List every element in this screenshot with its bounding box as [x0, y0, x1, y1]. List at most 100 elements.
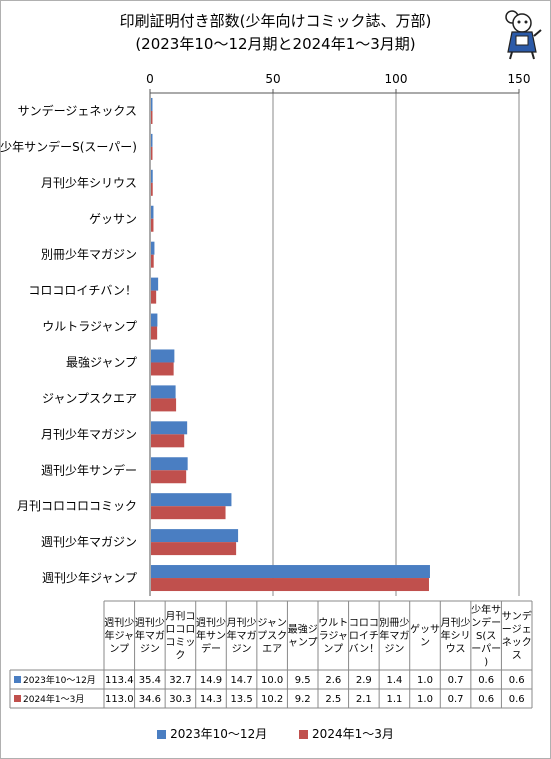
table-cell: 0.6: [509, 675, 525, 686]
bar-2: [151, 146, 153, 160]
table-cell: 10.2: [261, 694, 283, 705]
table-cell: 1.0: [417, 694, 433, 705]
bar-2: [151, 290, 157, 304]
bar-1: [151, 241, 155, 255]
table-cell: 0.7: [448, 694, 464, 705]
table-header: ゲッサン: [410, 624, 440, 649]
bar-1: [151, 493, 232, 507]
bar-2: [151, 398, 177, 412]
table-header: 週刊少年マガジン: [135, 617, 165, 655]
category-label: ジャンプスクエア: [42, 391, 137, 405]
category-label: ゲッサン: [89, 212, 137, 226]
legend-item-series2: 2024年1～3月: [299, 725, 394, 742]
bar-1: [151, 349, 175, 363]
category-label: 月刊少年シリウス: [41, 176, 137, 190]
bar-2: [151, 254, 154, 268]
bar-1: [151, 529, 239, 543]
table-cell: 14.3: [200, 694, 222, 705]
table-cell: 14.9: [200, 675, 222, 686]
table-cell: 14.7: [230, 675, 252, 686]
bar-2: [151, 326, 158, 340]
bar-1: [151, 421, 188, 435]
table-cell: 113.4: [105, 675, 134, 686]
table-header: 週刊少年サンデー: [196, 617, 226, 655]
bar-2: [151, 362, 174, 376]
category-label: 月刊少年マガジン: [41, 427, 137, 441]
table-cell: 10.0: [261, 675, 283, 686]
grid-lines: [149, 92, 520, 596]
bar-1: [151, 133, 153, 147]
bar-1: [151, 313, 158, 327]
chart-title-line2: (2023年10～12月期と2024年1～3月期): [135, 35, 416, 53]
x-tick-label: 0: [146, 72, 154, 86]
table-cell: 9.5: [295, 675, 311, 686]
bar-2: [151, 110, 153, 124]
table-cell: 32.7: [169, 675, 191, 686]
x-tick-label: 50: [265, 72, 280, 86]
table-cell: 2.1: [356, 694, 372, 705]
table-cell: 2.9: [356, 675, 372, 686]
table-cell: 2.6: [325, 675, 341, 686]
table-header: ジャンプスクエア: [257, 618, 287, 655]
bar-2: [151, 218, 154, 232]
table-cell: 1.4: [386, 675, 402, 686]
table-cell: 35.4: [139, 675, 161, 686]
data-table: 週刊少年ジャンプ週刊少年マガジン月刊コロコロコミック週刊少年サンデー月刊少年マガ…: [9, 600, 533, 709]
table-cell: 0.7: [448, 675, 464, 686]
table-cell: 113.0: [105, 694, 134, 705]
legend: 2023年10～12月 2024年1～3月: [0, 725, 551, 742]
bar-2: [151, 542, 237, 556]
table-cell: 1.0: [417, 675, 433, 686]
category-label: ウルトラジャンプ: [42, 320, 137, 334]
category-label: 週刊少年マガジン: [41, 535, 137, 549]
category-label: 少年サンデーS(スーパー): [0, 139, 137, 154]
chart-title-line1: 印刷証明付き部数(少年向けコミック誌、万部): [119, 12, 432, 30]
bar-1: [151, 565, 430, 579]
table-cell: 9.2: [295, 694, 311, 705]
bar-1: [151, 457, 188, 471]
legend-swatch-series1: [157, 730, 167, 739]
bar-1: [151, 277, 159, 291]
table-cell: 0.6: [478, 694, 494, 705]
bar-1: [151, 385, 176, 399]
table-cell: 30.3: [169, 694, 191, 705]
table-header: 少年サンデー S(スーパー): [471, 603, 501, 668]
x-axis-ticks: 0 50 100 150: [146, 72, 530, 93]
bar-2: [151, 434, 185, 448]
bar-1: [151, 97, 153, 111]
category-label: コロコロイチバン！: [28, 284, 137, 298]
table-header: サンデージェネックス: [502, 610, 532, 662]
table-header: ウルトラジャンプ: [318, 617, 348, 655]
table-cell: 0.6: [509, 694, 525, 705]
category-label: 最強ジャンプ: [66, 355, 137, 369]
bar-2: [151, 578, 429, 592]
x-tick-label: 150: [508, 72, 531, 86]
category-label: 別冊少年マガジン: [41, 248, 137, 262]
table-cell: 1.1: [386, 694, 402, 705]
table-header: 月刊コロコロコミック: [165, 611, 195, 662]
bar-1: [151, 205, 154, 219]
table-header: 週刊少年ジャンプ: [104, 617, 134, 655]
category-label: サンデージェネックス: [18, 103, 137, 118]
bar-2: [151, 470, 187, 484]
table-row-swatch: [14, 676, 21, 683]
table-header: コロコロイチバン！: [349, 618, 380, 655]
category-label: 月刊コロコロコミック: [17, 499, 137, 513]
legend-label-series2: 2024年1～3月: [312, 727, 394, 741]
table-row-label: 2024年1～3月: [23, 693, 84, 705]
table-row-swatch: [14, 695, 21, 702]
table-cell: 2.5: [325, 694, 341, 705]
mascot-character-icon: [505, 10, 542, 60]
chart-title: 印刷証明付き部数(少年向けコミック誌、万部) (2023年10～12月期と202…: [0, 10, 551, 56]
table-header: 最強ジャンプ: [288, 623, 318, 649]
bars: [151, 97, 430, 592]
table-cell: 34.6: [139, 694, 161, 705]
table-cell: 0.6: [478, 675, 494, 686]
x-tick-label: 100: [385, 72, 408, 86]
table-header: 別冊少年マガジン: [379, 617, 409, 655]
table-header: 月刊少年シリウス: [441, 617, 471, 655]
category-label: 週刊少年サンデー: [41, 462, 137, 477]
